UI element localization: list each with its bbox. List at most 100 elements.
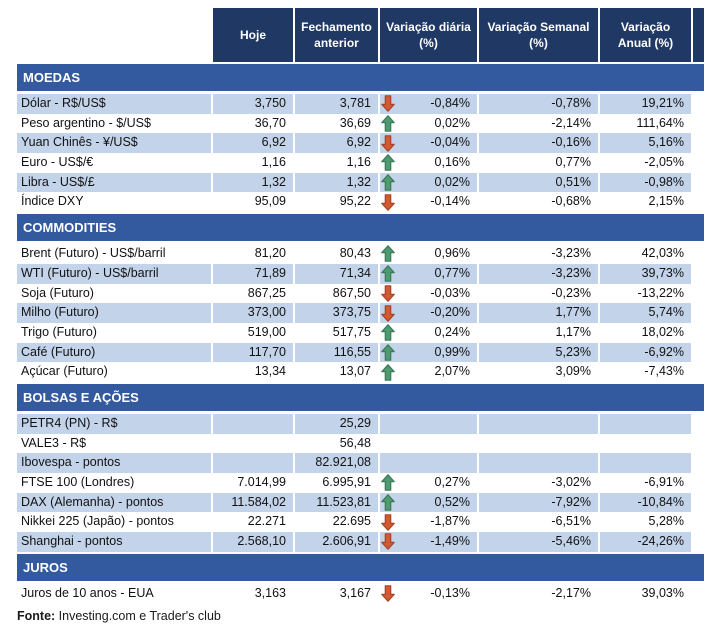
table-row-milho-futuro: Milho (Futuro) 373,00 373,75 -0,20% 1,77% 5,7… [17, 303, 704, 323]
table-row-shanghai-pontos: Shanghai - pontos 2.568,10 2.606,91 -1,49% -… [17, 532, 704, 552]
instrument-label: Brent (Futuro) - US$/barril [17, 244, 211, 264]
instrument-label: Milho (Futuro) [17, 303, 211, 323]
variacao-semanal-value: 1,77% [479, 303, 598, 323]
hoje-value: 22.271 [213, 512, 293, 533]
variacao-diaria-cell: -0,14% [380, 192, 477, 213]
up-arrow-icon [381, 473, 395, 493]
source-note-text: Investing.com e Trader's club [55, 609, 221, 624]
table-row-euro-us: Euro - US$/€ 1,16 1,16 0,16% 0,77% -2,05% [17, 153, 704, 173]
instrument-label: DAX (Alemanha) - pontos [17, 492, 211, 513]
hoje-value: 1,16 [213, 153, 293, 173]
hoje-value: 519,00 [213, 322, 293, 343]
fechamento-anterior-value: 13,07 [295, 362, 378, 382]
variacao-diaria-value: -0,13% [430, 585, 470, 600]
fechamento-anterior-value: 3,781 [295, 94, 378, 114]
hoje-value [213, 453, 293, 473]
variacao-diaria-cell: 0,27% [380, 473, 477, 493]
variacao-diaria-cell: 0,16% [380, 153, 477, 173]
variacao-semanal-value: -0,16% [479, 133, 598, 154]
column-header-variacao-diaria: Variação diária (%) [380, 8, 477, 62]
fechamento-anterior-value: 11.523,81 [295, 492, 378, 513]
hoje-value: 36,70 [213, 113, 293, 134]
variacao-anual-value [600, 453, 691, 473]
down-arrow-icon [381, 284, 395, 304]
table-row-dolar-r-us: Dólar - R$/US$ 3,750 3,781 -0,84% -0,78% 19,2… [17, 94, 704, 114]
fechamento-anterior-value: 56,48 [295, 433, 378, 454]
column-header-hoje: Hoje [213, 8, 293, 62]
variacao-diaria-cell: 0,99% [380, 342, 477, 363]
fechamento-anterior-value: 3,167 [295, 583, 378, 604]
fechamento-anterior-value: 517,75 [295, 322, 378, 343]
table-body: MOEDAS Dólar - R$/US$ 3,750 3,781 -0,84% -0,7… [17, 64, 704, 604]
fechamento-anterior-value: 80,43 [295, 244, 378, 264]
table-row-ftse-100-londres: FTSE 100 (Londres) 7.014,99 6.995,91 0,27% -… [17, 473, 704, 493]
variacao-anual-value [600, 413, 691, 434]
up-arrow-icon [381, 114, 395, 134]
variacao-diaria-cell: 2,07% [380, 362, 477, 382]
table-row-brent-futuro-us-barril: Brent (Futuro) - US$/barril 81,20 80,43 0,9… [17, 244, 704, 264]
up-arrow-icon [381, 493, 395, 513]
variacao-semanal-value: -2,14% [479, 113, 598, 134]
variacao-anual-value: -13,22% [600, 283, 691, 304]
variacao-diaria-value: -0,04% [430, 135, 470, 150]
table-row-libra-us: Libra - US$/£ 1,32 1,32 0,02% 0,51% -0,98% [17, 172, 704, 193]
table-row-yuan-chines-us: Yuan Chinês - ¥/US$ 6,92 6,92 -0,04% -0,16% 5… [17, 133, 704, 154]
fechamento-anterior-value: 71,34 [295, 263, 378, 284]
instrument-label: WTI (Futuro) - US$/barril [17, 263, 211, 284]
variacao-diaria-cell: -0,04% [380, 133, 477, 154]
variacao-anual-value: 39,73% [600, 263, 691, 284]
column-header-fechamento-anterior: Fechamento anterior [295, 8, 378, 62]
hoje-value: 81,20 [213, 244, 293, 264]
instrument-label: Ibovespa - pontos [17, 453, 211, 473]
fechamento-anterior-value: 82.921,08 [295, 453, 378, 473]
variacao-semanal-value: -6,51% [479, 512, 598, 533]
variacao-anual-value: 19,21% [600, 94, 691, 114]
table-row-soja-futuro: Soja (Futuro) 867,25 867,50 -0,03% -0,23% -13… [17, 283, 704, 304]
hoje-value: 7.014,99 [213, 473, 293, 493]
variacao-diaria-cell: 0,02% [380, 113, 477, 134]
instrument-label: Shanghai - pontos [17, 532, 211, 552]
table-row-petr4-pn-r: PETR4 (PN) - R$ 25,29 [17, 413, 704, 434]
table-row-indice-dxy: Índice DXY 95,09 95,22 -0,14% -0,68% 2,15% [17, 192, 704, 213]
variacao-diaria-value: 0,99% [434, 344, 470, 359]
variacao-semanal-value: -0,68% [479, 192, 598, 213]
variacao-diaria-value: -1,87% [430, 514, 470, 529]
variacao-semanal-value: -5,46% [479, 532, 598, 552]
instrument-label: VALE3 - R$ [17, 433, 211, 454]
up-arrow-icon [381, 264, 395, 284]
column-header-cutoff [693, 8, 704, 62]
variacao-diaria-value: 0,02% [434, 174, 470, 189]
variacao-diaria-cell: -1,49% [380, 532, 477, 552]
variacao-diaria-value: 2,07% [434, 364, 470, 379]
variacao-diaria-cell: 0,02% [380, 172, 477, 193]
variacao-anual-value: -6,92% [600, 342, 691, 363]
section-header-moedas: MOEDAS [17, 64, 704, 91]
table-header: Hoje Fechamento anterior Variação diária (… [213, 8, 704, 62]
variacao-semanal-value [479, 433, 598, 454]
variacao-anual-value: 18,02% [600, 322, 691, 343]
down-arrow-icon [381, 584, 395, 604]
variacao-diaria-value: -0,84% [430, 96, 470, 110]
variacao-diaria-value: 0,96% [434, 246, 470, 261]
variacao-diaria-cell: -1,87% [380, 512, 477, 533]
fechamento-anterior-value: 22.695 [295, 512, 378, 533]
variacao-anual-value: 5,74% [600, 303, 691, 323]
table-row-nikkei-225-japao-pontos: Nikkei 225 (Japão) - pontos 22.271 22.695 -… [17, 512, 704, 533]
down-arrow-icon [381, 512, 395, 532]
fechamento-anterior-value: 25,29 [295, 413, 378, 434]
variacao-semanal-value: -0,23% [479, 283, 598, 304]
hoje-value: 1,32 [213, 172, 293, 193]
variacao-diaria-value: 0,24% [434, 324, 470, 339]
variacao-semanal-value: 0,77% [479, 153, 598, 173]
variacao-diaria-cell: -0,03% [380, 283, 477, 304]
variacao-diaria-cell: 0,52% [380, 492, 477, 513]
source-note: Fonte: Investing.com e Trader's club [17, 609, 704, 623]
up-arrow-icon [381, 153, 395, 173]
variacao-semanal-value: 1,17% [479, 322, 598, 343]
hoje-value: 13,34 [213, 362, 293, 382]
variacao-diaria-cell: -0,13% [380, 583, 477, 604]
table-row-wti-futuro-us-barril: WTI (Futuro) - US$/barril 71,89 71,34 0,77%… [17, 263, 704, 284]
variacao-diaria-cell [380, 413, 477, 434]
variacao-diaria-value: 0,16% [434, 155, 470, 170]
